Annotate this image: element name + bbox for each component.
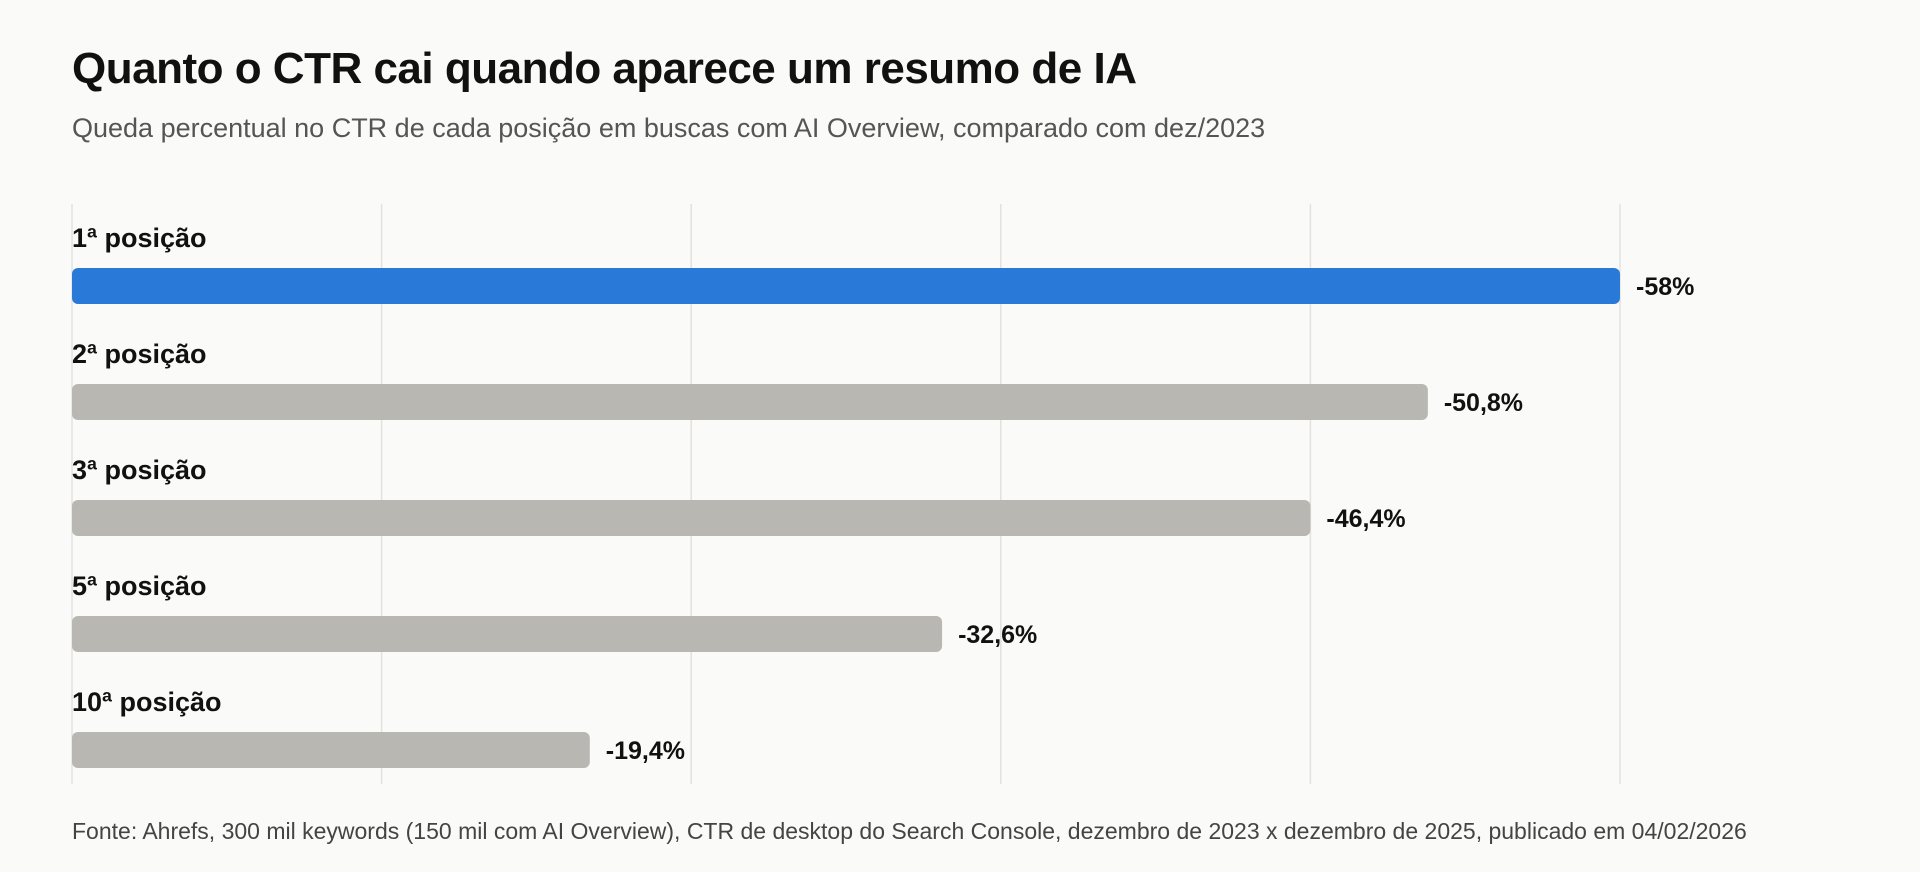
chart-subtitle: Queda percentual no CTR de cada posição … [72, 113, 1266, 143]
value-label: -58% [1636, 273, 1694, 301]
bar [72, 616, 943, 652]
category-label: 3ª posição [72, 455, 207, 485]
chart-title: Quanto o CTR cai quando aparece um resum… [72, 44, 1137, 93]
bar [72, 500, 1311, 536]
category-label: 1ª posição [72, 223, 207, 253]
category-label: 5ª posição [72, 571, 207, 601]
value-label: -19,4% [606, 737, 685, 765]
bar-highlighted [72, 268, 1620, 304]
bar [72, 732, 590, 768]
value-label: -50,8% [1444, 389, 1523, 417]
bar [72, 384, 1428, 420]
value-label: -46,4% [1326, 505, 1405, 533]
source-note: Fonte: Ahrefs, 300 mil keywords (150 mil… [72, 818, 1747, 844]
category-label: 10ª posição [72, 687, 222, 717]
value-label: -32,6% [958, 621, 1037, 649]
category-label: 2ª posição [72, 339, 207, 369]
